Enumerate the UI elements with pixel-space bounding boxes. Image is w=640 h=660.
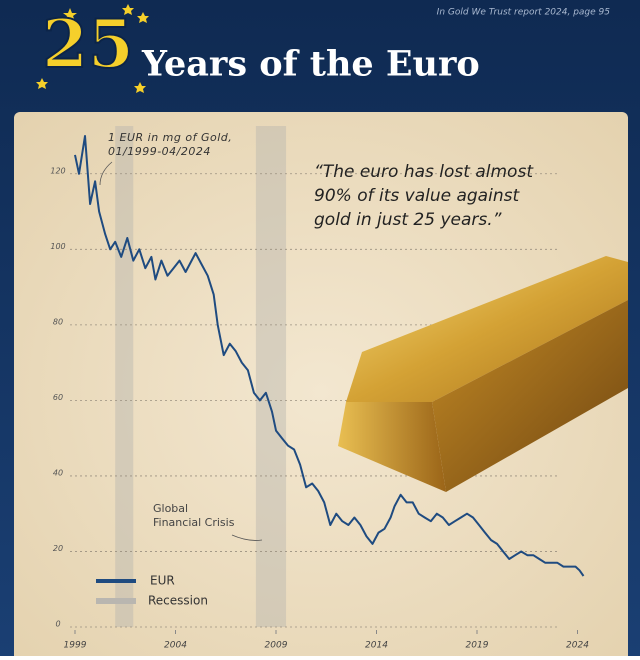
series-note: 1 EUR in mg of Gold, <box>108 131 232 144</box>
quote: gold in just 25 years.” <box>314 210 502 230</box>
x-tick-label: 2014 <box>365 641 388 651</box>
y-tick-label: 20 <box>53 544 63 553</box>
legend-label: EUR <box>150 574 175 588</box>
y-tick-label: 80 <box>53 317 63 326</box>
y-tick-label: 60 <box>53 393 63 402</box>
badge: 25 <box>42 5 134 83</box>
stars <box>36 4 149 93</box>
x-tick-label: 2004 <box>164 641 187 651</box>
y-tick-label: 100 <box>50 242 65 251</box>
series-note: 01/1999-04/2024 <box>108 145 211 158</box>
x-tick-label: 2019 <box>466 641 489 651</box>
x-tick-label: 2024 <box>566 641 589 651</box>
legend-label: Recession <box>148 594 208 608</box>
series-line <box>74 135 585 577</box>
y-tick-label: 40 <box>53 468 63 477</box>
x-tick-label: 2009 <box>265 641 288 651</box>
annotation: Global <box>153 502 188 515</box>
note-arrow <box>99 161 113 186</box>
y-tick-label: 0 <box>55 620 60 629</box>
x-tick-label: 1999 <box>64 641 87 651</box>
annotation-arrow <box>231 534 263 541</box>
source: In Gold We Trust report 2024, page 95 <box>437 8 611 18</box>
y-tick-label: 120 <box>50 166 65 175</box>
gold-bar <box>338 256 628 492</box>
annotation: Financial Crisis <box>153 516 235 529</box>
quote: “The euro has lost almost <box>314 162 534 182</box>
chart-title: Years of the Euro <box>141 44 480 85</box>
recession-band <box>255 126 287 627</box>
quote: 90% of its value against <box>314 186 520 206</box>
panel <box>14 112 628 660</box>
